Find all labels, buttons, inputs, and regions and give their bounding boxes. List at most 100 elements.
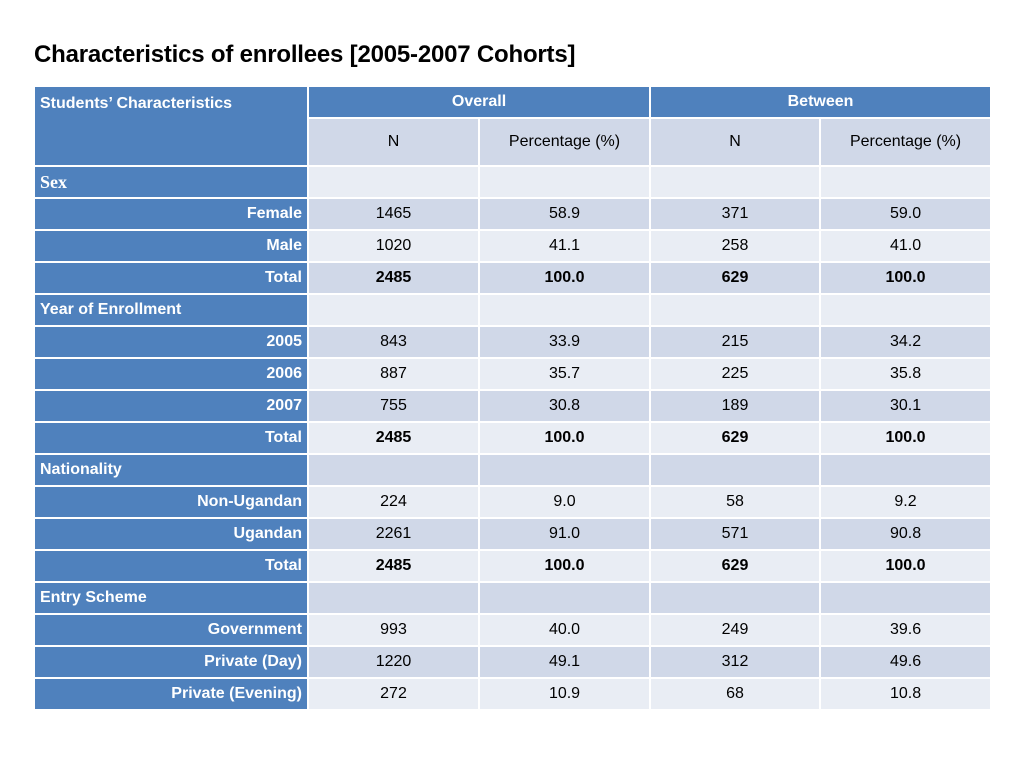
overall-pct-cell: 30.8 [477,389,652,423]
between-n-cell: 371 [649,197,822,231]
row-label: Total [33,421,309,455]
overall-pct-cell: 49.1 [477,645,652,679]
row-label: 2005 [33,325,309,359]
between-pct-cell: 10.8 [819,677,993,711]
row-label: Non-Ugandan [33,485,309,519]
between-pct-cell: 100.0 [819,421,993,455]
table-row: Private (Evening) 272 10.9 68 10.8 [33,677,993,711]
table-row: Female 1465 58.9 371 59.0 [33,197,993,231]
section-row: Entry Scheme [33,581,993,615]
between-pct-cell: 35.8 [819,357,993,391]
header-overall: Overall [306,85,652,119]
empty-cell [307,453,480,487]
overall-n-cell: 887 [307,357,480,391]
empty-cell [649,453,822,487]
overall-n-cell: 1465 [307,197,480,231]
between-n-cell: 189 [649,389,822,423]
table-row: Government 993 40.0 249 39.6 [33,613,993,647]
row-label: Male [33,229,309,263]
overall-n-cell: 224 [307,485,480,519]
empty-cell [819,293,993,327]
header-row-2: N Percentage (%) N Percentage (%) [34,117,993,167]
row-label: Total [33,549,309,583]
row-label: Ugandan [33,517,309,551]
between-pct-cell: 9.2 [819,485,993,519]
between-pct-cell: 59.0 [819,197,993,231]
between-n-cell: 312 [649,645,822,679]
overall-pct-cell: 100.0 [477,549,652,583]
table-row: Non-Ugandan 224 9.0 58 9.2 [33,485,993,519]
header-between: Between [649,85,993,119]
between-n-cell: 215 [649,325,822,359]
empty-cell [649,165,822,199]
header-overall-n: N [307,117,480,167]
between-pct-cell: 34.2 [819,325,993,359]
between-n-cell: 258 [649,229,822,263]
empty-cell [477,165,652,199]
empty-cell [649,293,822,327]
table-row: Male 1020 41.1 258 41.0 [33,229,993,263]
between-n-cell: 629 [649,549,822,583]
overall-n-cell: 2485 [307,421,480,455]
overall-pct-cell: 41.1 [477,229,652,263]
between-n-cell: 629 [649,421,822,455]
between-pct-cell: 39.6 [819,613,993,647]
table-row: 2007 755 30.8 189 30.1 [33,389,993,423]
table-row: 2006 887 35.7 225 35.8 [33,357,993,391]
between-pct-cell: 100.0 [819,549,993,583]
overall-pct-cell: 91.0 [477,517,652,551]
overall-n-cell: 2485 [307,549,480,583]
section-row: Nationality [33,453,993,487]
overall-pct-cell: 100.0 [477,421,652,455]
overall-n-cell: 2485 [307,261,480,295]
header-characteristics: Students’ Characteristics [33,85,309,167]
between-n-cell: 571 [649,517,822,551]
between-pct-cell: 90.8 [819,517,993,551]
section-row: Sex [33,165,993,199]
empty-cell [307,581,480,615]
between-pct-cell: 100.0 [819,261,993,295]
header-between-n: N [649,117,822,167]
table-row: Private (Day) 1220 49.1 312 49.6 [33,645,993,679]
row-label: 2006 [33,357,309,391]
table-row: Total 2485 100.0 629 100.0 [33,549,993,583]
between-n-cell: 629 [649,261,822,295]
overall-pct-cell: 35.7 [477,357,652,391]
empty-cell [477,293,652,327]
header-between-pct: Percentage (%) [819,117,993,167]
header-row-1: Students’ Characteristics Overall Betwee… [33,85,993,167]
row-label: Total [33,261,309,295]
overall-pct-cell: 33.9 [477,325,652,359]
table-body: Sex Female 1465 58.9 371 59.0 Male 1020 41.1 258 4… [33,165,993,711]
table-row: Ugandan 2261 91.0 571 90.8 [33,517,993,551]
section-label: Sex [33,165,309,199]
overall-pct-cell: 40.0 [477,613,652,647]
row-label: Private (Evening) [33,677,309,711]
between-pct-cell: 30.1 [819,389,993,423]
empty-cell [307,165,480,199]
row-label: Female [33,197,309,231]
section-label: Year of Enrollment [33,293,309,327]
between-n-cell: 58 [649,485,822,519]
between-pct-cell: 49.6 [819,645,993,679]
empty-cell [819,453,993,487]
table-row: Total 2485 100.0 629 100.0 [33,421,993,455]
between-pct-cell: 41.0 [819,229,993,263]
overall-pct-cell: 10.9 [477,677,652,711]
section-label: Entry Scheme [33,581,309,615]
overall-pct-cell: 58.9 [477,197,652,231]
enrollee-characteristics-table: Students’ Characteristics Overall Betwee… [33,85,993,711]
row-label: 2007 [33,389,309,423]
table-row: 2005 843 33.9 215 34.2 [33,325,993,359]
slide-title: Characteristics of enrollees [2005-2007 … [34,41,576,68]
section-row: Year of Enrollment [33,293,993,327]
overall-pct-cell: 100.0 [477,261,652,295]
between-n-cell: 225 [649,357,822,391]
overall-n-cell: 1020 [307,229,480,263]
overall-n-cell: 272 [307,677,480,711]
empty-cell [307,293,480,327]
empty-cell [819,581,993,615]
row-label: Private (Day) [33,645,309,679]
overall-n-cell: 2261 [307,517,480,551]
header-overall-pct: Percentage (%) [477,117,652,167]
